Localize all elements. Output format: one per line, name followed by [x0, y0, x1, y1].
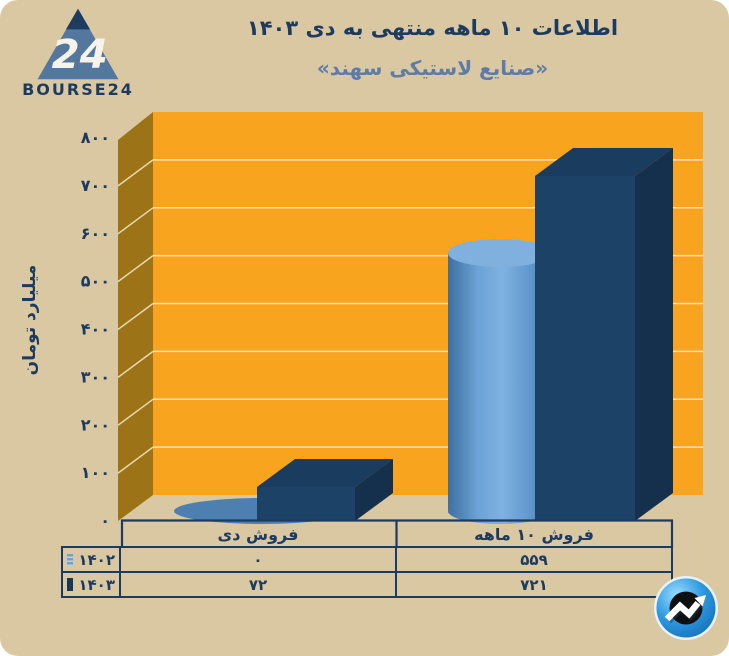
side-gridlines [117, 159, 154, 474]
page-title: اطلاعات ۱۰ ماهه منتهی به دی ۱۴۰۳ [246, 16, 619, 40]
table-row-1403: ۱۴۰۳ ۷۲ ۷۲۱ [61, 571, 673, 598]
bar-1403-10m [535, 148, 673, 521]
gridline [117, 398, 154, 426]
page-subtitle: «صنایع لاستیکی سهند» [316, 56, 549, 80]
legend-cell-1402: ۱۴۰۲ [63, 548, 121, 571]
category-label-10m: فروش ۱۰ ماهه [474, 525, 594, 544]
y-tick-700: ۷۰۰ [81, 176, 110, 195]
brand-logo: 24 BOURSE24 [20, 6, 136, 99]
category-label-dey: فروش دی [218, 525, 299, 544]
chart-plot: ۰ ۱۰۰ ۲۰۰ ۳۰۰ ۴۰۰ ۵۰۰ ۶۰۰ ۷۰۰ ۸۰۰ [81, 112, 703, 548]
value-1402-dey: ۰ [121, 548, 397, 571]
y-tick-500: ۵۰۰ [81, 272, 110, 291]
y-tick-600: ۶۰۰ [81, 224, 110, 243]
gridline [117, 159, 154, 187]
y-tick-400: ۴۰۰ [81, 320, 110, 339]
brand-wordmark: BOURSE24 [22, 80, 134, 99]
y-tick-200: ۲۰۰ [81, 415, 110, 434]
y-tick-0: ۰ [100, 511, 110, 530]
y-tick-100: ۱۰۰ [81, 463, 110, 482]
table-row-1402: ۱۴۰۲ ۰ ۵۵۹ [61, 546, 673, 573]
bourse24-triangle-icon: 24 [37, 8, 119, 80]
logo-number: 24 [52, 30, 108, 78]
legend-cell-1403: ۱۴۰۳ [63, 573, 121, 596]
gridline [117, 254, 154, 283]
y-tick-300: ۳۰۰ [81, 367, 110, 386]
y-tick-800: ۸۰۰ [81, 128, 110, 147]
gridline [117, 446, 154, 474]
value-1403-dey: ۷۲ [121, 573, 397, 596]
legend-label-1402: ۱۴۰۲ [78, 550, 115, 569]
bar-1402-10m [448, 239, 552, 524]
value-1402-10m: ۵۵۹ [520, 550, 548, 569]
gridline [117, 302, 154, 331]
legend-swatch-1403-icon [67, 578, 74, 591]
bar-1403-dey [257, 459, 393, 521]
value-1403-10m: ۷۲۱ [520, 575, 548, 594]
axis-lines [120, 519, 674, 548]
gridline [117, 350, 154, 379]
legend-label-1403: ۱۴۰۳ [78, 575, 115, 594]
gridline [117, 207, 154, 235]
legend-table: ۱۴۰۲ ۰ ۵۵۹ ۱۴۰۳ ۷۲ ۷۲۱ [61, 546, 673, 598]
legend-swatch-1402-icon [67, 553, 74, 566]
trend-badge-icon [652, 574, 720, 646]
